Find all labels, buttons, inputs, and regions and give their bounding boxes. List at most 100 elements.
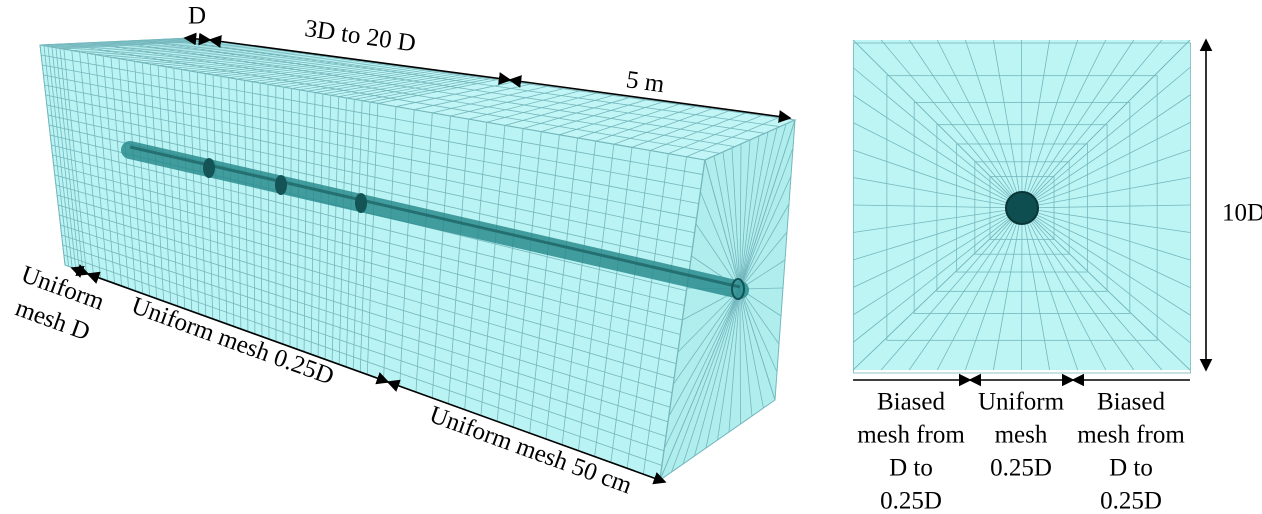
mesh-line [739, 143, 742, 290]
mesh-line [880, 207, 1023, 371]
dim-label: 0.25D [990, 455, 1052, 482]
mesh-line [739, 123, 787, 290]
mesh-line [880, 39, 1023, 209]
dim-line [86, 271, 390, 385]
dim-label: mesh from [857, 422, 965, 449]
mesh-line [42, 64, 701, 190]
mesh-line [739, 259, 786, 290]
mesh-line [728, 288, 741, 433]
mesh-line [964, 39, 1023, 209]
mesh-line [47, 114, 691, 263]
mesh [852, 39, 1191, 374]
dim-line [208, 35, 512, 85]
mesh-line [739, 139, 751, 290]
mesh-line [1021, 207, 1191, 343]
pile-end [731, 278, 745, 300]
mesh-line [89, 42, 736, 148]
mesh-line [1021, 207, 1023, 371]
mesh-line [908, 207, 1023, 371]
mesh-line [936, 39, 1023, 209]
mesh-line [705, 288, 741, 449]
mesh-line [722, 151, 741, 290]
mesh-line [41, 54, 704, 175]
mesh-line [1021, 122, 1191, 209]
mesh-line [1021, 39, 1079, 209]
mesh-line [1021, 207, 1107, 371]
mesh-line [993, 39, 1023, 209]
mesh-line [44, 84, 697, 219]
mesh-line [700, 191, 741, 290]
mesh-line [1021, 39, 1107, 209]
pile-core [129, 145, 741, 289]
mesh-line [704, 159, 741, 290]
dim-label: Uniform [978, 389, 1065, 416]
mesh-line [853, 42, 1191, 374]
mesh-line [1021, 177, 1191, 209]
dim-label: 0.25D [880, 488, 942, 514]
mesh-line [51, 144, 685, 306]
labels: Biased mesh from D to 0.25D Uniform mesh 0.25D… [857, 389, 1185, 514]
mesh-line [964, 207, 1023, 371]
mesh-line [671, 288, 741, 473]
mesh-line [682, 288, 741, 465]
mesh-line [1021, 149, 1191, 209]
box-3d [39, 37, 797, 482]
mesh-line [1021, 39, 1023, 209]
dim-label: 10D [1222, 200, 1262, 227]
mesh-line [64, 43, 721, 154]
mesh-line [852, 207, 1023, 316]
mesh-line [659, 288, 741, 481]
mesh-line [1021, 67, 1191, 209]
dim-line [386, 379, 667, 485]
mesh-line [664, 288, 741, 449]
mesh-line [1021, 207, 1050, 371]
pile-ring [275, 175, 287, 195]
mesh-line [936, 207, 1023, 371]
mesh-line [852, 122, 1023, 209]
mesh-line [46, 104, 693, 248]
dim-label: mesh [995, 422, 1048, 449]
mesh-line [852, 177, 1023, 209]
mesh-line [739, 288, 780, 345]
dim-line [183, 32, 212, 46]
dim-label: D to [1109, 455, 1153, 482]
mesh-line [677, 288, 741, 353]
mesh-line [739, 288, 776, 401]
mesh-line [739, 127, 778, 290]
mesh-line [852, 207, 1023, 261]
mesh-line [739, 288, 778, 373]
mesh-line [1021, 207, 1191, 371]
dim-line [70, 264, 90, 278]
mesh-line [852, 39, 1023, 209]
mesh-line [739, 203, 790, 290]
dim-label: D to [889, 455, 933, 482]
mesh-line [993, 207, 1023, 371]
mesh-line [739, 119, 796, 290]
mesh-line [1021, 39, 1135, 209]
mesh-line [52, 154, 683, 321]
mesh-line [852, 207, 1023, 371]
mesh-line [852, 207, 1023, 288]
mesh-line [694, 288, 741, 457]
mesh-line [1021, 39, 1050, 209]
mesh-line [852, 207, 1023, 233]
mesh-line [852, 207, 1023, 343]
mesh-line [1021, 207, 1135, 371]
pile-section [1005, 191, 1039, 225]
dim-label: 3D to 20 D [303, 15, 417, 57]
dim-label: 0.25D [1100, 488, 1162, 514]
mesh-line [1021, 207, 1079, 371]
mesh-line [739, 147, 794, 290]
mesh-line [852, 149, 1023, 209]
mesh-line [1021, 207, 1191, 288]
mesh-line [1021, 207, 1191, 233]
mesh-line [1021, 204, 1191, 209]
mesh-line [739, 288, 753, 417]
dim-label: Biased [1097, 389, 1166, 416]
mesh-line [43, 74, 699, 205]
mesh-line [739, 175, 792, 290]
dim-label: 5 m [624, 66, 666, 98]
mesh-line [908, 39, 1023, 209]
